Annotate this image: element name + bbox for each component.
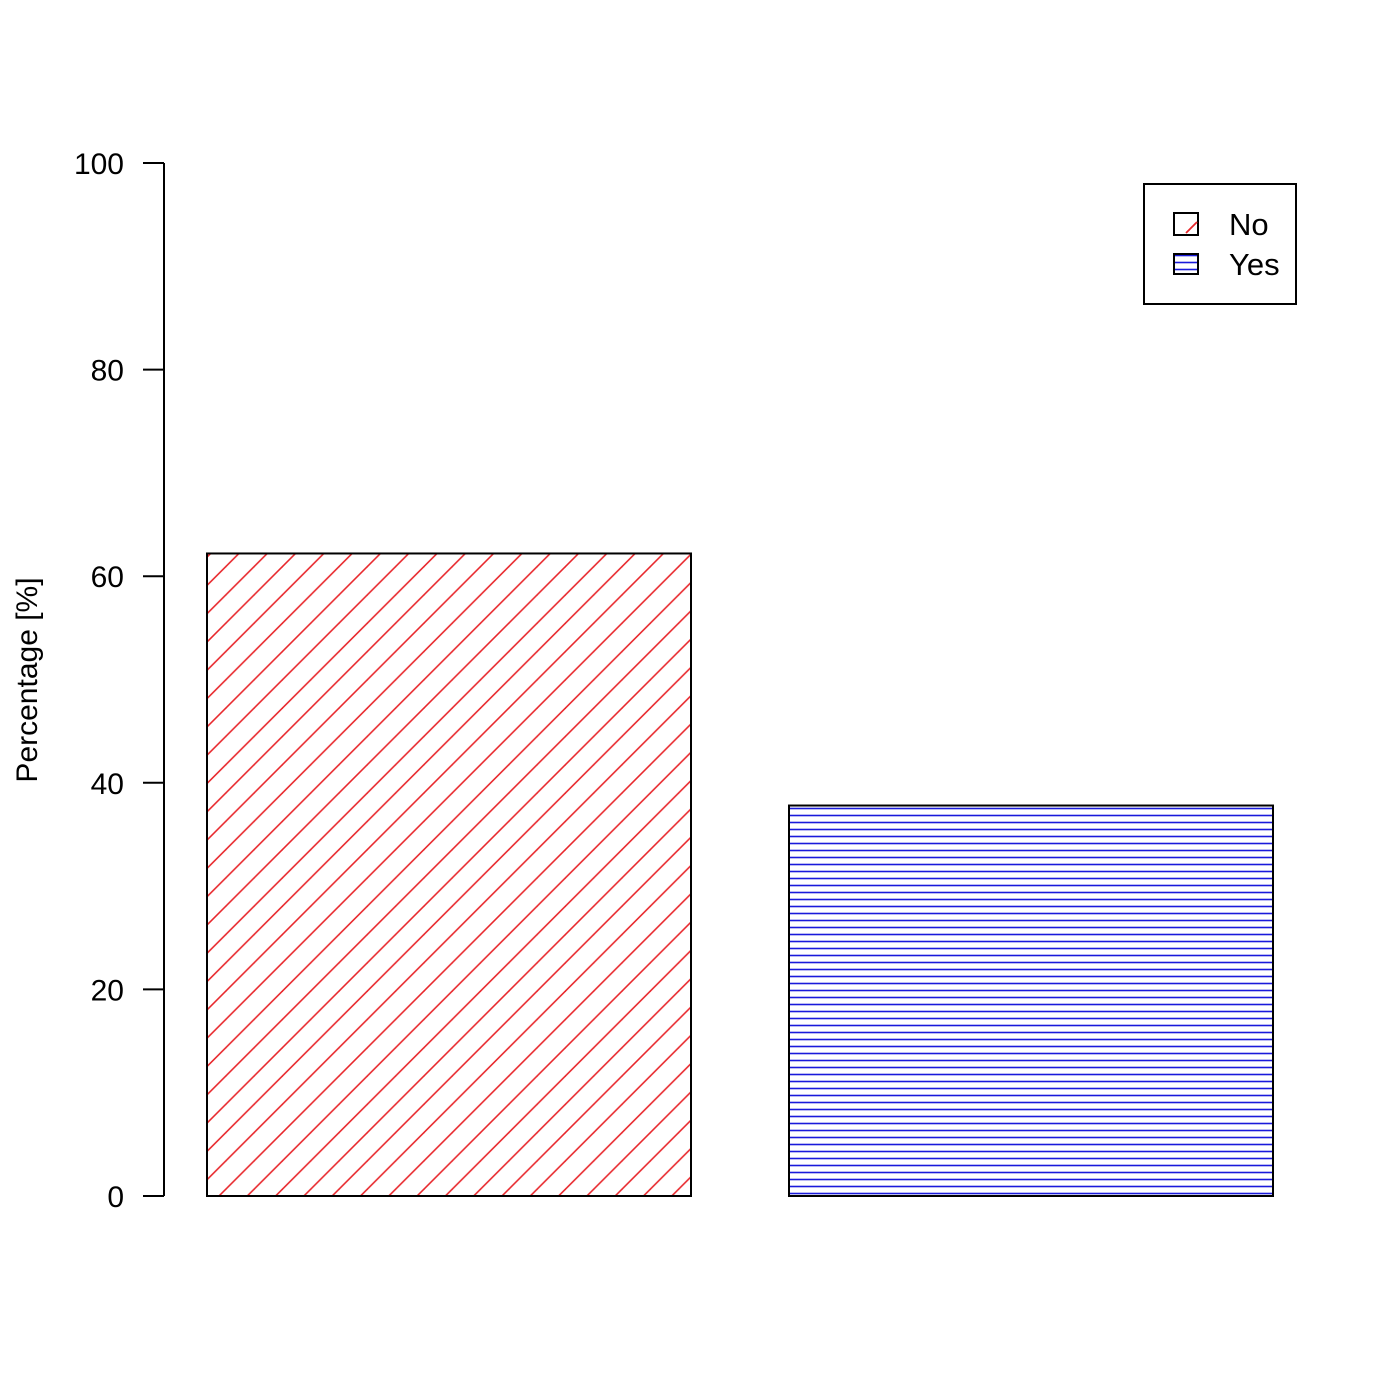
bars bbox=[206, 552, 1274, 1197]
y-tick-label: 100 bbox=[74, 148, 124, 181]
y-axis-label: Percentage [%] bbox=[11, 577, 44, 782]
legend-label-yes: Yes bbox=[1229, 247, 1280, 282]
y-ticks: 0 20 40 60 80 100 bbox=[74, 148, 164, 1214]
bar-yes bbox=[788, 804, 1274, 1197]
legend-label-no: No bbox=[1229, 207, 1269, 242]
legend: No Yes bbox=[1143, 183, 1297, 305]
y-tick-label: 40 bbox=[91, 768, 124, 801]
y-tick-label: 80 bbox=[91, 355, 124, 388]
y-axis: 0 20 40 60 80 100 bbox=[74, 148, 165, 1214]
legend-swatch-no bbox=[1173, 212, 1199, 236]
legend-swatch-yes bbox=[1173, 253, 1199, 275]
y-tick-label: 20 bbox=[91, 974, 124, 1007]
legend-box bbox=[1143, 183, 1297, 305]
y-tick-label: 0 bbox=[107, 1181, 124, 1214]
bar-no bbox=[206, 552, 692, 1197]
legend-item-yes: Yes bbox=[1173, 247, 1280, 282]
legend-item-no: No bbox=[1173, 207, 1269, 242]
y-tick-label: 60 bbox=[91, 561, 124, 594]
legend-swatch-no-hatch bbox=[1185, 221, 1198, 234]
